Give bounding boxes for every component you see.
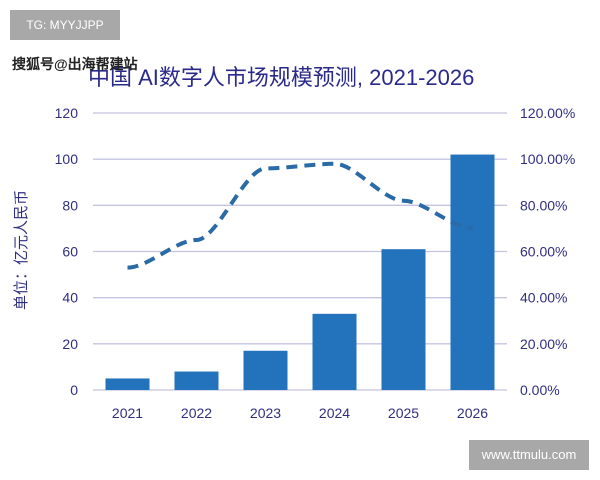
- bar: [450, 154, 495, 390]
- bar: [105, 378, 150, 390]
- chart-title: 中国 AI数字人市场规模预测, 2021-2026: [88, 65, 475, 90]
- y2-tick-label: 60.00%: [520, 244, 567, 260]
- y2-tick-label: 20.00%: [520, 336, 567, 352]
- bar: [312, 313, 357, 390]
- watermark-source: 搜狐号@出海帮建站: [12, 56, 138, 72]
- x-tick-label: 2026: [457, 405, 488, 421]
- watermark-tg: TG: MYYJJPP: [10, 10, 120, 40]
- y2-tick-label: 100.00%: [520, 151, 575, 167]
- y2-tick-label: 80.00%: [520, 197, 567, 213]
- y2-tick-label: 40.00%: [520, 290, 567, 306]
- y-tick-label: 100: [55, 151, 79, 167]
- x-tick-label: 2021: [112, 405, 143, 421]
- x-tick-label: 2023: [250, 405, 281, 421]
- y-tick-label: 40: [62, 290, 78, 306]
- y2-tick-label: 120.00%: [520, 105, 575, 121]
- watermark-site: www.ttmulu.com: [469, 440, 589, 470]
- y-tick-label: 0: [70, 382, 78, 398]
- x-tick-label: 2024: [319, 405, 350, 421]
- y-tick-label: 80: [62, 197, 78, 213]
- y-tick-label: 60: [62, 244, 78, 260]
- y-tick-label: 120: [55, 105, 79, 121]
- x-tick-label: 2025: [388, 405, 419, 421]
- y-tick-label: 20: [62, 336, 78, 352]
- bar: [174, 371, 219, 390]
- y-axis-label: 单位：亿元人民币: [13, 190, 30, 310]
- y2-tick-label: 0.00%: [520, 382, 560, 398]
- x-tick-label: 2022: [181, 405, 212, 421]
- bar: [381, 249, 426, 390]
- bar: [243, 350, 288, 390]
- growth-line: [127, 161, 473, 270]
